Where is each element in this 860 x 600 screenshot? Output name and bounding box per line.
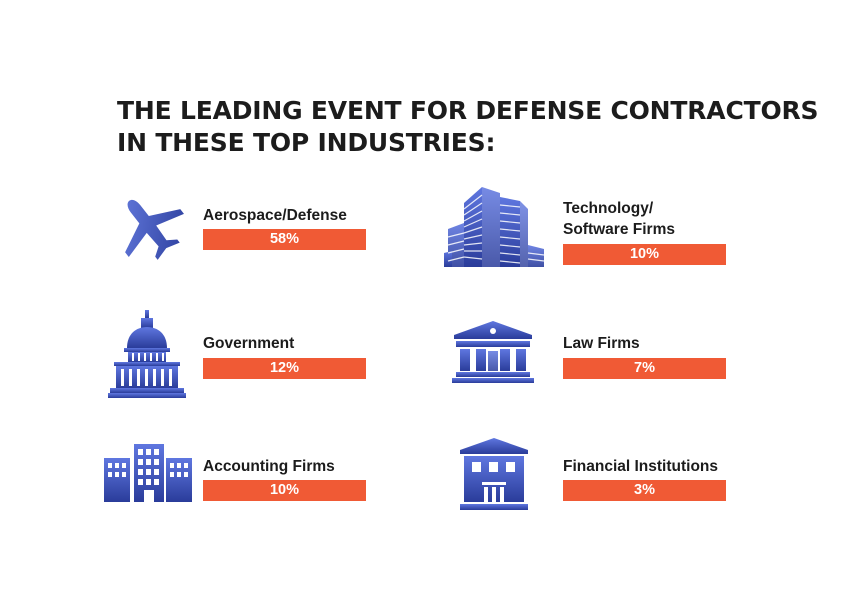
bank-icon — [460, 438, 528, 510]
industry-label: Accounting Firms — [203, 458, 335, 475]
industry-label: Financial Institutions — [563, 458, 719, 475]
page-title: THE LEADING EVENT FOR DEFENSE CONTRACTOR… — [117, 95, 819, 159]
skyscrapers-icon — [442, 183, 546, 268]
airplane-icon — [112, 192, 187, 260]
industry-label: Government — [203, 335, 295, 352]
title-line-2: IN THESE TOP INDUSTRIES: — [117, 128, 496, 157]
capitol-icon — [108, 310, 186, 398]
industry-label-line-2: Software Firms — [563, 221, 675, 238]
office-buildings-icon — [104, 444, 192, 502]
industry-percent-bar: 3% — [563, 480, 726, 501]
title-line-1: THE LEADING EVENT FOR DEFENSE CONTRACTOR… — [117, 96, 819, 125]
industry-percent-bar: 10% — [203, 480, 366, 501]
industry-percent-bar: 12% — [203, 358, 366, 379]
industry-label: Aerospace/Defense — [203, 207, 347, 224]
industry-label: Technology/ — [563, 200, 654, 217]
courthouse-icon — [452, 321, 534, 383]
industry-label: Law Firms — [563, 335, 640, 352]
industry-percent-bar: 58% — [203, 229, 366, 250]
industry-percent-bar: 7% — [563, 358, 726, 379]
industry-percent-bar: 10% — [563, 244, 726, 265]
